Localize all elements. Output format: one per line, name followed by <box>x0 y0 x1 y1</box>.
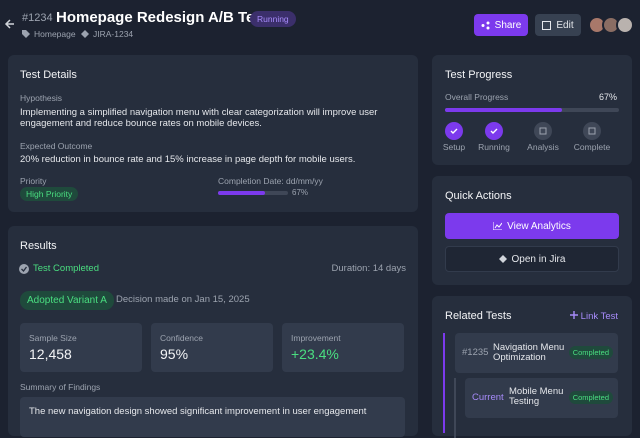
tag-icon <box>22 30 30 38</box>
related-item[interactable]: Current Mobile Menu Testing Completed <box>465 378 618 418</box>
progress-value: 67% <box>598 92 617 102</box>
check-icon <box>450 128 458 134</box>
progress-track <box>218 191 288 195</box>
chart-icon <box>493 222 503 230</box>
related-id: #1235 <box>462 347 489 358</box>
stat-value: 12,458 <box>29 346 72 362</box>
tree-line <box>454 378 456 438</box>
progress-value: 67% <box>292 188 309 197</box>
related-name: Navigation Menu Optimization <box>493 342 565 363</box>
link-label: Link Test <box>580 311 618 322</box>
share-label: Share <box>494 19 522 31</box>
card-title: Related Tests <box>445 310 512 322</box>
card-title: Quick Actions <box>445 190 512 202</box>
step-circle <box>583 122 601 140</box>
label: Overall Progress <box>445 92 509 102</box>
test-id: #1234 <box>22 12 53 24</box>
step-label: Running <box>478 142 510 152</box>
label: Summary of Findings <box>20 382 101 392</box>
related-tests-card: Related Tests Link Test #1235 Navigation … <box>432 296 632 438</box>
step-icon <box>539 127 547 135</box>
results-card: Results Test Completed Duration: 14 days… <box>8 226 418 437</box>
stat-label: Improvement <box>291 333 341 343</box>
step-circle <box>534 122 552 140</box>
status-badge: Running <box>250 11 296 27</box>
decision: Decision made on Jan 15, 2025 <box>116 294 250 305</box>
hypothesis: Implementing a simplified navigation men… <box>20 107 378 129</box>
card-title: Test Details <box>20 69 77 81</box>
back-icon[interactable] <box>4 18 16 30</box>
label: Hypothesis <box>20 93 63 103</box>
jira-icon <box>81 30 89 38</box>
summary-box: The new navigation design showed signifi… <box>20 397 405 437</box>
plus-icon <box>570 311 579 319</box>
label: Completion Date: dd/mm/yy <box>218 176 323 186</box>
page: #1234 Homepage Redesign A/B Test Running… <box>4 9 634 438</box>
summary: The new navigation design showed signifi… <box>29 406 367 417</box>
step-label: Complete <box>573 142 611 152</box>
related-id: Current <box>472 392 504 403</box>
stat-box: Sample Size 12,458 <box>20 323 142 372</box>
tree-line <box>443 333 445 433</box>
link-test[interactable]: Link Test <box>570 311 618 322</box>
status-badge: Completed <box>568 391 613 404</box>
stat-value: +23.4% <box>291 346 339 362</box>
jira-icon <box>498 255 507 263</box>
step-circle <box>445 122 463 140</box>
variant-badge: Adopted Variant A <box>20 291 114 310</box>
related-name: Mobile Menu Testing <box>509 386 564 407</box>
label: Priority <box>20 176 47 186</box>
priority-badge: High Priority <box>20 187 79 201</box>
tag[interactable]: JIRA-1234 <box>93 29 134 39</box>
edit-label: Edit <box>556 19 574 31</box>
stat-label: Confidence <box>160 333 204 343</box>
check-icon <box>490 128 498 134</box>
test-progress-card: Test Progress Overall Progress 67% Setup… <box>432 55 632 165</box>
test-title: Homepage Redesign A/B Test <box>56 9 268 26</box>
result-status: Test Completed <box>33 263 100 274</box>
step-circle <box>485 122 503 140</box>
card-title: Test Progress <box>445 69 513 81</box>
button-label: View Analytics <box>507 220 571 232</box>
outcome: 20% reduction in bounce rate and 15% inc… <box>20 154 356 165</box>
stat-box: Improvement +23.4% <box>282 323 404 372</box>
stat-box: Confidence 95% <box>151 323 273 372</box>
avatars <box>588 16 634 34</box>
progress-fill <box>218 191 265 195</box>
share-button[interactable]: Share <box>474 14 528 36</box>
step-label: Setup <box>442 142 466 152</box>
card-title: Results <box>20 240 57 252</box>
progress-fill <box>445 108 562 112</box>
label: Expected Outcome <box>20 141 93 151</box>
open-jira-button[interactable]: Open in Jira <box>445 246 619 272</box>
edit-button[interactable]: Edit <box>535 14 581 36</box>
stat-value: 95% <box>160 346 189 362</box>
share-icon <box>481 21 490 29</box>
check-icon <box>19 264 29 274</box>
view-analytics-button[interactable]: View Analytics <box>445 213 619 239</box>
status-badge: Completed <box>568 346 613 359</box>
tag[interactable]: Homepage <box>34 29 76 39</box>
related-item[interactable]: #1235 Navigation Menu Optimization Complet… <box>455 333 618 373</box>
step-icon <box>588 127 596 135</box>
step-label: Analysis <box>527 142 559 152</box>
test-details-card: Test Details Hypothesis Implementing a s… <box>8 55 418 212</box>
duration: Duration: 14 days <box>331 263 406 274</box>
quick-actions-card: Quick Actions View Analytics Open in Jir… <box>432 176 632 285</box>
stat-label: Sample Size <box>29 333 77 343</box>
edit-icon <box>542 20 552 30</box>
progress-track <box>445 108 619 112</box>
button-label: Open in Jira <box>511 253 566 265</box>
